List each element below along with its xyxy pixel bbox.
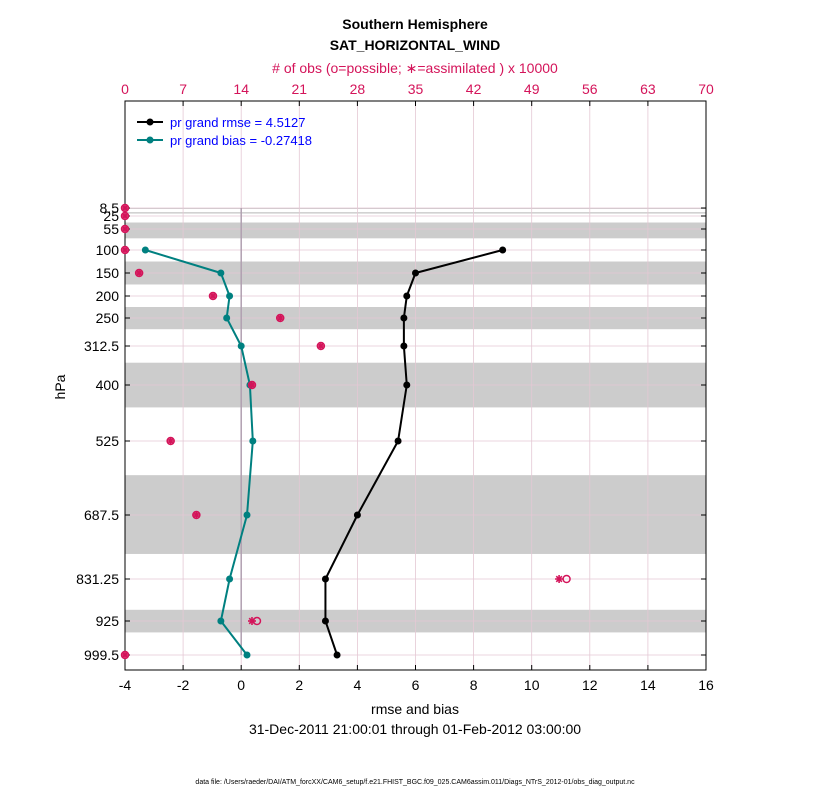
obs-assimilated-stroke <box>209 292 217 300</box>
obs-assimilated-marker <box>166 437 175 445</box>
bias-point <box>141 246 149 254</box>
date-range: 31-Dec-2011 21:00:01 through 01-Feb-2012… <box>249 721 581 737</box>
rmse-point <box>400 314 408 322</box>
footnote: data file: /Users/raeder/DAI/ATM_forcXX/… <box>195 779 635 786</box>
obs-assimilated-marker <box>276 314 285 322</box>
top-tick-label: 14 <box>233 81 249 97</box>
top-tick-label: 63 <box>640 81 656 97</box>
top-tick-label: 0 <box>121 81 129 97</box>
y-tick-label: 312.5 <box>84 338 119 354</box>
obs-assimilated-stroke <box>317 342 325 350</box>
obs-assimilated-marker <box>121 246 129 254</box>
top-tick-label: 42 <box>466 81 482 97</box>
y-tick-label: 925 <box>96 613 120 629</box>
x-tick-label: 4 <box>354 677 362 693</box>
y-tick-label: 999.5 <box>84 647 119 663</box>
obs-assimilated-stroke <box>121 651 129 659</box>
top-tick-label: 70 <box>698 81 714 97</box>
obs-assimilated-stroke <box>248 617 256 625</box>
y-tick-label: 8.5 <box>100 200 120 216</box>
x-tick-label: 2 <box>295 677 303 693</box>
obs-assimilated-marker <box>121 204 129 212</box>
bias-point <box>217 269 225 277</box>
y-tick-label: 400 <box>96 377 120 393</box>
x-tick-label: -2 <box>177 677 190 693</box>
x-tick-label: 8 <box>470 677 478 693</box>
obs-assimilated-stroke <box>276 314 284 322</box>
obs-assimilated-marker <box>121 651 129 659</box>
chart-title: Southern Hemisphere <box>342 16 488 32</box>
obs-layer <box>120 203 571 660</box>
top-tick-label: 56 <box>582 81 598 97</box>
obs-assimilated-stroke <box>121 204 129 212</box>
legend: pr grand rmse = 4.5127 pr grand bias = -… <box>137 115 312 148</box>
y-tick-label: 150 <box>96 265 120 281</box>
rmse-point <box>403 381 411 389</box>
obs-assimilated-stroke <box>193 511 200 519</box>
obs-assimilated-marker <box>247 617 256 625</box>
obs-assimilated-marker <box>555 575 564 583</box>
rmse-point <box>394 437 402 445</box>
bias-point <box>237 342 245 350</box>
x-tick-label: -4 <box>119 677 132 693</box>
bias-point <box>249 437 257 445</box>
bias-point <box>243 651 251 659</box>
obs-assimilated-stroke <box>248 381 256 389</box>
top-axis-label: # of obs (o=possible; ∗=assimilated ) x … <box>272 60 558 76</box>
bias-point <box>226 575 234 583</box>
obs-assimilated-stroke <box>555 575 563 583</box>
rmse-point <box>321 617 329 625</box>
obs-assimilated-stroke <box>121 246 129 254</box>
x-tick-label: 6 <box>412 677 420 693</box>
y-tick-label: 25 <box>103 208 119 224</box>
obs-assimilated-marker <box>316 342 325 350</box>
top-tick-label: 35 <box>408 81 424 97</box>
obs-assimilated-marker <box>135 269 144 277</box>
obs-assimilated-marker <box>121 225 129 233</box>
x-tick-label: 14 <box>640 677 656 693</box>
y-tick-label: 55 <box>103 221 119 237</box>
top-tick-label: 28 <box>350 81 366 97</box>
legend-rmse-label: pr grand rmse = 4.5127 <box>170 115 306 130</box>
obs-assimilated-marker <box>192 511 201 519</box>
rmse-point <box>353 511 361 519</box>
bias-point <box>243 511 251 519</box>
rmse-point <box>400 342 408 350</box>
x-tick-label: 10 <box>524 677 540 693</box>
y-tick-label: 100 <box>96 242 120 258</box>
obs-assimilated-stroke <box>121 212 129 220</box>
legend-bias-label: pr grand bias = -0.27418 <box>170 133 312 148</box>
legend-rmse-marker <box>146 118 154 126</box>
obs-assimilated-marker <box>208 292 217 300</box>
x-tick-label: 0 <box>237 677 245 693</box>
rmse-point <box>403 292 411 300</box>
rmse-point <box>333 651 341 659</box>
rmse-point <box>412 269 419 277</box>
x-tick-label: 16 <box>698 677 714 693</box>
x-axis-label: rmse and bias <box>371 701 459 717</box>
bias-point <box>223 314 231 322</box>
y-tick-label: 831.25 <box>76 571 119 587</box>
top-tick-label: 7 <box>179 81 187 97</box>
top-tick-label: 21 <box>292 81 308 97</box>
y-axis-label: hPa <box>52 374 68 399</box>
obs-assimilated-marker <box>247 381 256 389</box>
y-tick-label: 200 <box>96 288 120 304</box>
bias-point <box>217 617 225 625</box>
bias-point <box>226 292 234 300</box>
legend-bias-marker <box>146 136 154 144</box>
y-tick-label: 525 <box>96 433 120 449</box>
top-tick-label: 49 <box>524 81 540 97</box>
obs-assimilated-stroke <box>121 225 129 233</box>
chart-subtitle: SAT_HORIZONTAL_WIND <box>330 37 501 53</box>
obs-assimilated-stroke <box>167 437 175 445</box>
y-tick-label: 250 <box>96 310 120 326</box>
y-tick-label: 687.5 <box>84 507 119 523</box>
x-tick-label: 12 <box>582 677 598 693</box>
rmse-point <box>321 575 329 583</box>
obs-assimilated-stroke <box>135 269 143 277</box>
rmse-point <box>499 246 507 254</box>
obs-assimilated-marker <box>121 212 129 220</box>
